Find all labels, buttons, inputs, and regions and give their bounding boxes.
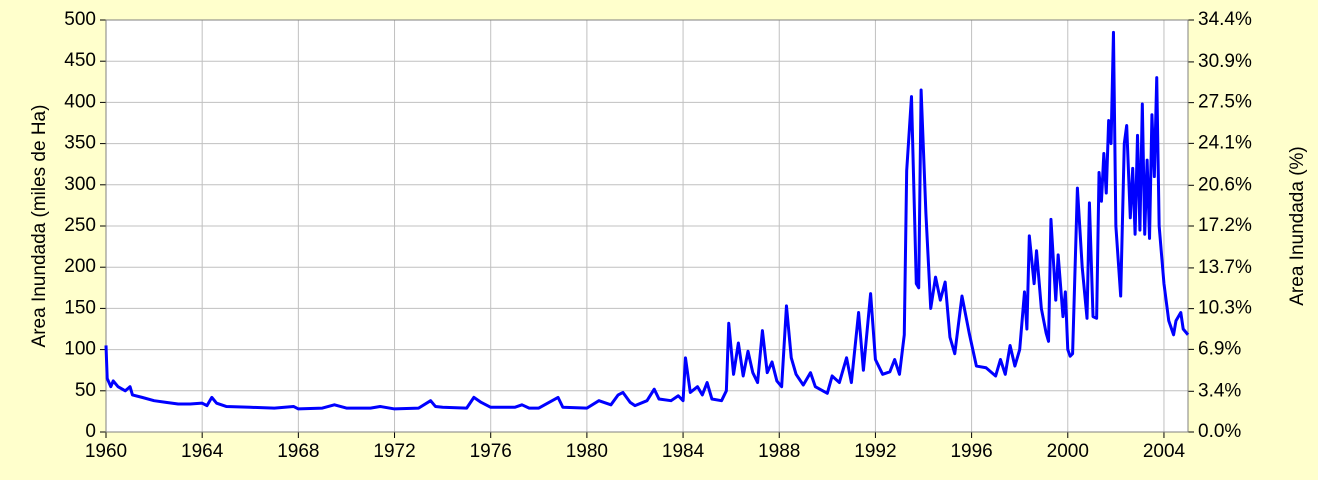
y-tick-label: 450 [64,50,96,71]
x-tick-label: 1984 [662,441,705,462]
y-axis-label: Area Inundada (miles de Ha) [29,105,50,348]
x-tick-label: 1960 [85,441,127,462]
y2-tick-label: 10.3% [1198,298,1252,319]
y-tick-label: 0 [85,421,96,442]
x-tick-label: 1976 [470,441,512,462]
x-tick-label: 1992 [854,441,896,462]
y2-tick-label: 3.4% [1198,380,1241,401]
y2-tick-label: 17.2% [1198,215,1252,236]
y-tick-label: 400 [64,91,96,112]
x-tick-label: 1964 [181,441,224,462]
x-tick-label: 2004 [1143,441,1186,462]
y2-tick-label: 24.1% [1198,132,1252,153]
y-tick-label: 250 [64,215,96,236]
y-tick-label: 50 [75,380,96,401]
y2-axis-label: Area Inundada (%) [1287,146,1308,306]
y2-tick-label: 6.9% [1198,338,1241,359]
y-tick-label: 200 [64,256,96,277]
y-tick-label: 100 [64,339,96,360]
y2-tick-label: 0.0% [1198,421,1241,442]
x-tick-label: 1980 [566,441,608,462]
y2-tick-label: 20.6% [1198,174,1252,195]
y-tick-label: 500 [64,9,96,30]
y2-tick-label: 30.9% [1198,51,1252,72]
y-tick-label: 300 [64,174,96,195]
y2-tick-label: 27.5% [1198,92,1252,113]
x-tick-label: 1996 [950,441,992,462]
x-tick-label: 1968 [277,441,319,462]
plot-frame [105,19,1189,433]
x-tick-label: 1988 [758,441,800,462]
y-tick-label: 150 [64,297,96,318]
data-line [104,30,1190,411]
y2-tick-label: 13.7% [1198,257,1252,278]
y-tick-label: 350 [64,133,96,154]
x-tick-label: 2000 [1047,441,1089,462]
x-tick-label: 1972 [373,441,415,462]
y2-tick-label: 34.4% [1198,9,1252,30]
